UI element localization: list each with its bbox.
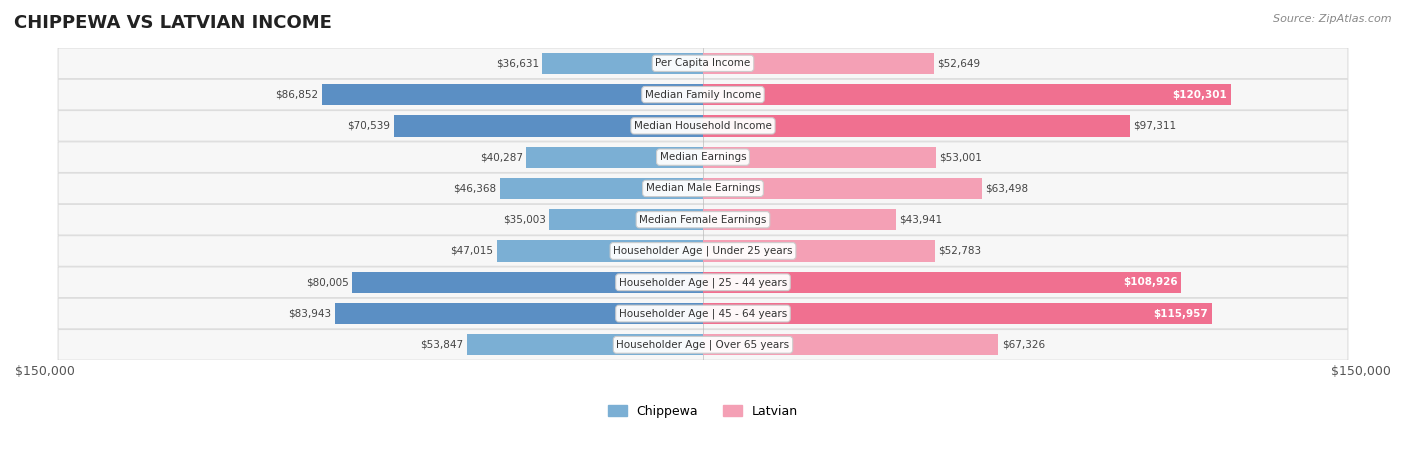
Text: $40,287: $40,287 (479, 152, 523, 162)
FancyBboxPatch shape (58, 236, 1348, 266)
Text: $52,649: $52,649 (938, 58, 980, 68)
FancyBboxPatch shape (58, 205, 1348, 235)
FancyBboxPatch shape (58, 79, 1348, 110)
FancyBboxPatch shape (58, 111, 1348, 141)
Text: $46,368: $46,368 (453, 184, 496, 193)
Bar (526, 147, 703, 168)
Bar (703, 115, 1130, 136)
Text: $108,926: $108,926 (1123, 277, 1178, 287)
Bar (496, 241, 703, 262)
Text: Householder Age | 45 - 64 years: Householder Age | 45 - 64 years (619, 308, 787, 319)
Text: Householder Age | 25 - 44 years: Householder Age | 25 - 44 years (619, 277, 787, 288)
Text: $53,001: $53,001 (939, 152, 981, 162)
Text: $35,003: $35,003 (503, 215, 546, 225)
Bar (703, 303, 1212, 324)
Text: $83,943: $83,943 (288, 309, 332, 318)
Text: Median Earnings: Median Earnings (659, 152, 747, 162)
FancyBboxPatch shape (58, 142, 1348, 172)
Bar (550, 209, 703, 230)
FancyBboxPatch shape (58, 267, 1348, 297)
Text: Householder Age | Under 25 years: Householder Age | Under 25 years (613, 246, 793, 256)
Text: $120,301: $120,301 (1173, 90, 1227, 99)
Bar (322, 84, 703, 105)
Text: Per Capita Income: Per Capita Income (655, 58, 751, 68)
Bar (467, 334, 703, 355)
FancyBboxPatch shape (58, 173, 1348, 204)
Text: $115,957: $115,957 (1154, 309, 1208, 318)
Text: $67,326: $67,326 (1001, 340, 1045, 350)
Text: Median Male Earnings: Median Male Earnings (645, 184, 761, 193)
Text: $36,631: $36,631 (496, 58, 538, 68)
Bar (703, 272, 1181, 293)
Bar (335, 303, 703, 324)
Text: $47,015: $47,015 (450, 246, 494, 256)
Bar (703, 241, 935, 262)
Bar (352, 272, 703, 293)
FancyBboxPatch shape (58, 48, 1348, 78)
Bar (703, 147, 935, 168)
Text: $63,498: $63,498 (984, 184, 1028, 193)
Text: Median Household Income: Median Household Income (634, 121, 772, 131)
Text: $86,852: $86,852 (276, 90, 319, 99)
Bar (703, 334, 998, 355)
Bar (703, 209, 896, 230)
Text: Median Family Income: Median Family Income (645, 90, 761, 99)
Text: Source: ZipAtlas.com: Source: ZipAtlas.com (1274, 14, 1392, 24)
Text: $53,847: $53,847 (420, 340, 464, 350)
FancyBboxPatch shape (58, 330, 1348, 360)
Bar (543, 53, 703, 74)
Text: $97,311: $97,311 (1133, 121, 1177, 131)
Bar (703, 178, 981, 199)
Bar (703, 53, 934, 74)
Text: CHIPPEWA VS LATVIAN INCOME: CHIPPEWA VS LATVIAN INCOME (14, 14, 332, 32)
Text: $43,941: $43,941 (898, 215, 942, 225)
Legend: Chippewa, Latvian: Chippewa, Latvian (603, 400, 803, 423)
Text: Householder Age | Over 65 years: Householder Age | Over 65 years (616, 340, 790, 350)
Text: $80,005: $80,005 (307, 277, 349, 287)
Bar (394, 115, 703, 136)
FancyBboxPatch shape (58, 298, 1348, 329)
Text: $52,783: $52,783 (938, 246, 981, 256)
Bar (703, 84, 1230, 105)
Text: Median Female Earnings: Median Female Earnings (640, 215, 766, 225)
Text: $70,539: $70,539 (347, 121, 391, 131)
Bar (499, 178, 703, 199)
